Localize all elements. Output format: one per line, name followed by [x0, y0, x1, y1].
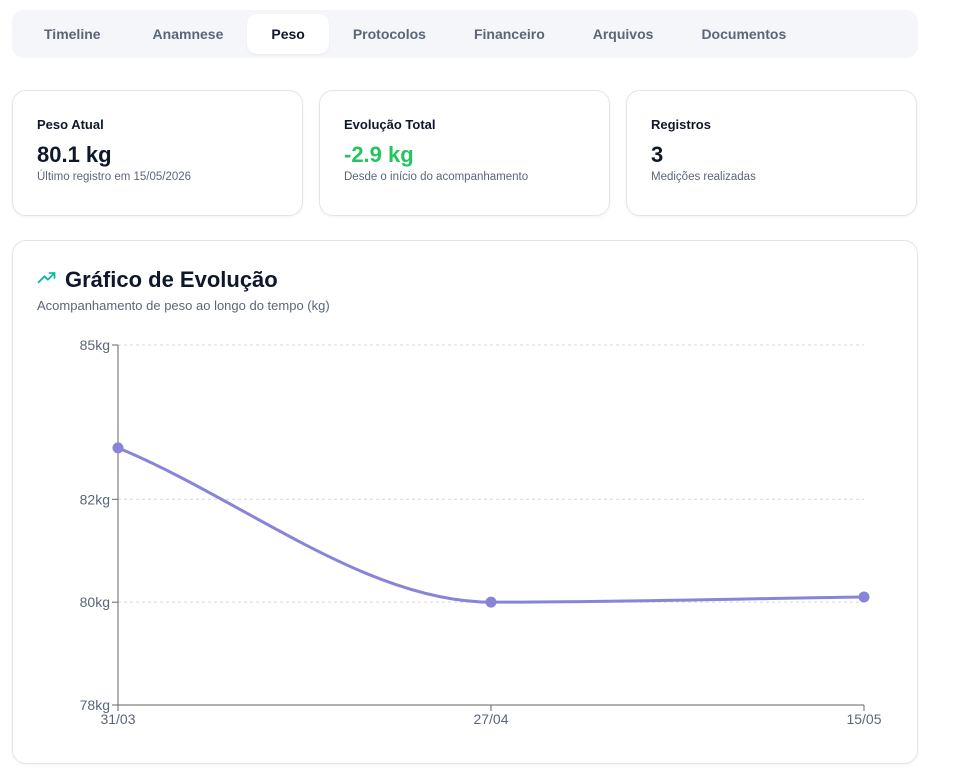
- tab-timeline[interactable]: Timeline: [44, 26, 101, 42]
- tab-anamnese[interactable]: Anamnese: [152, 26, 224, 42]
- y-tick-label-1: 82kg: [80, 491, 110, 507]
- tab-documentos[interactable]: Documentos: [701, 26, 787, 42]
- data-point-2: [858, 591, 870, 603]
- evolution-chart-card: Gráfico de Evolução Acompanhamento de pe…: [12, 240, 918, 764]
- weight-series-line: [117, 446, 865, 604]
- x-tick-label-2: 15/05: [846, 711, 881, 727]
- current-weight-card: Peso Atual 80.1 kg Último registro em 15…: [12, 90, 303, 216]
- records-value: 3: [651, 142, 664, 167]
- current-weight-label: Peso Atual: [37, 117, 104, 132]
- y-tick-label-0: 85kg: [80, 337, 110, 353]
- records-card: Registros 3 Medições realizadas: [626, 90, 917, 216]
- chart-title: Gráfico de Evolução: [65, 267, 278, 292]
- records-label: Registros: [651, 117, 711, 132]
- current-weight-value: 80.1 kg: [37, 142, 112, 167]
- data-point-1: [485, 596, 497, 608]
- tab-protocolos[interactable]: Protocolos: [352, 26, 426, 42]
- total-evolution-card: Evolução Total -2.9 kg Desde o início do…: [319, 90, 610, 216]
- tab-arquivos[interactable]: Arquivos: [592, 26, 654, 42]
- y-tick-label-3: 78kg: [80, 697, 110, 713]
- tab-financeiro[interactable]: Financeiro: [473, 26, 545, 42]
- total-evolution-value: -2.9 kg: [344, 142, 414, 167]
- chart-title-row: Gráfico de Evolução: [37, 267, 278, 293]
- total-evolution-sub: Desde o início do acompanhamento: [344, 171, 529, 183]
- y-tick-label-2: 80kg: [80, 594, 110, 610]
- tab-bar: Timeline Anamnese Peso Protocolos Financ…: [12, 10, 918, 58]
- x-tick-label-0: 31/03: [100, 711, 135, 727]
- chart-subtitle: Acompanhamento de peso ao longo do tempo…: [37, 298, 330, 313]
- total-evolution-label: Evolução Total: [344, 117, 436, 132]
- records-sub: Medições realizadas: [651, 171, 756, 183]
- x-tick-label-1: 27/04: [473, 711, 508, 727]
- tab-peso[interactable]: Peso: [247, 14, 329, 54]
- trending-up-icon: [37, 268, 57, 293]
- data-point-0: [112, 442, 124, 454]
- current-weight-sub: Último registro em 15/05/2026: [37, 171, 192, 183]
